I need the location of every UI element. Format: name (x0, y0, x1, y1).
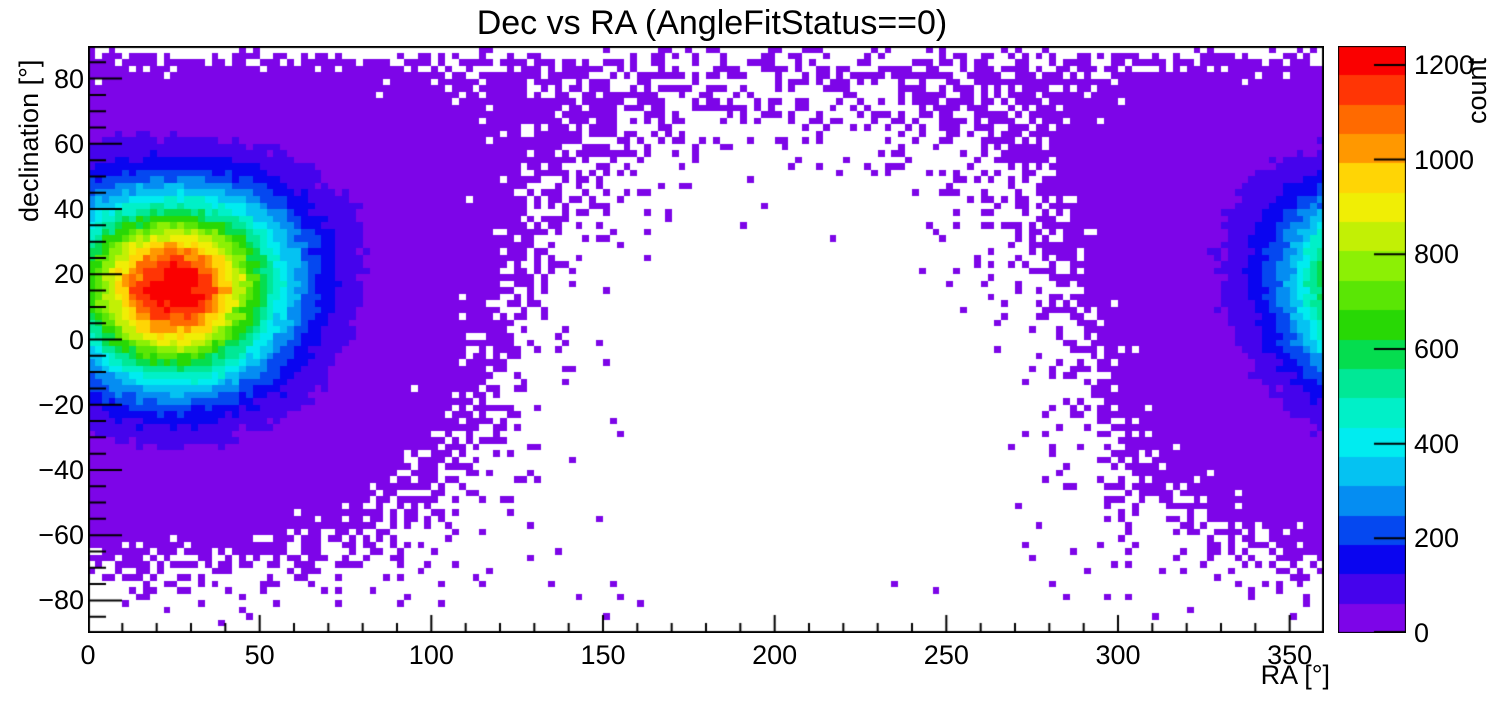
y-tick-label: −60 (38, 520, 84, 551)
x-tick-label: 50 (244, 640, 275, 670)
x-tick-label: 0 (80, 640, 96, 670)
y-tick-label: −40 (38, 454, 84, 485)
y-tick-label: 0 (68, 324, 84, 355)
z-tick-label: 800 (1414, 239, 1460, 270)
z-tick-label: 1200 (1414, 49, 1475, 80)
heatmap-canvas (88, 46, 1324, 633)
chart-title: Dec vs RA (AngleFitStatus==0) (476, 4, 948, 42)
y-tick-label: 80 (53, 63, 84, 94)
z-tick-label: 0 (1414, 618, 1430, 648)
colorbar-canvas (1338, 46, 1406, 633)
x-axis-title: RA [°] (1260, 660, 1330, 690)
z-tick-label: 400 (1414, 428, 1460, 459)
z-tick-label: 200 (1414, 523, 1460, 554)
z-tick-label: 600 (1414, 333, 1460, 364)
y-tick-label: 60 (53, 128, 84, 159)
x-tick-label: 250 (923, 640, 969, 670)
x-tick-label: 350 (1267, 640, 1313, 670)
z-tick-label: 1000 (1414, 144, 1475, 175)
x-tick-label: 150 (580, 640, 626, 670)
x-tick-label: 300 (1095, 640, 1141, 670)
y-tick-label: −20 (38, 389, 84, 420)
x-tick-label: 100 (408, 640, 454, 670)
x-tick-label: 200 (752, 640, 798, 670)
y-tick-label: −80 (38, 585, 84, 616)
y-tick-label: 40 (53, 194, 84, 225)
y-tick-label: 20 (53, 259, 84, 290)
